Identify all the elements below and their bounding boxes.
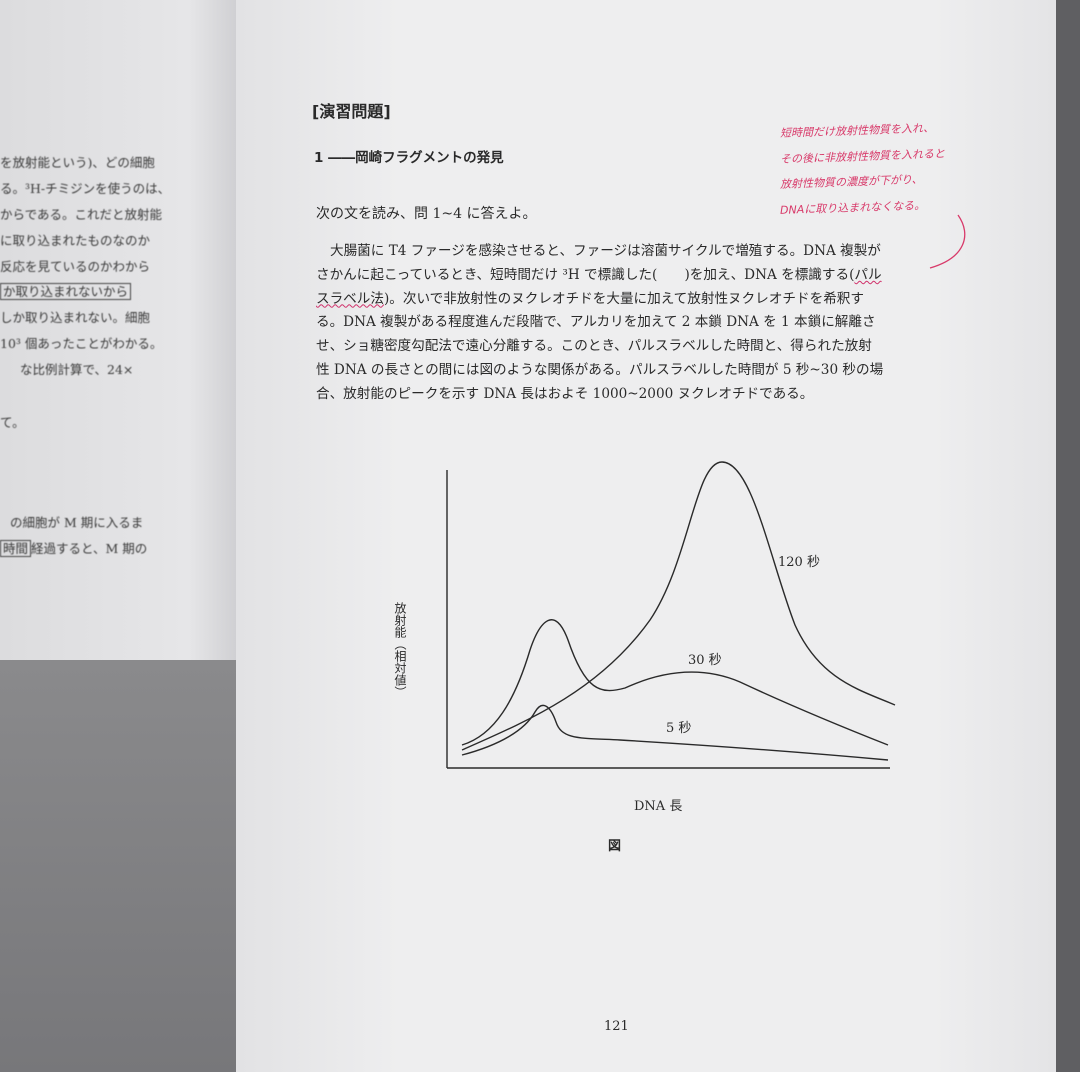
- paragraph-line: 性 DNA の長さとの間には図のような関係がある。パルスラベルした時間が 5 秒…: [316, 361, 884, 378]
- curve-120s: [461, 461, 896, 751]
- left-text-line: しか取り込まれない。細胞: [0, 310, 151, 325]
- question-paragraph: 大腸菌に T4 ファージを感染させると、ファージは溶菌サイクルで増殖する。DNA…: [316, 240, 916, 407]
- left-page: を放射能という)、どの細胞 る。³H-チミジンを使うのは、 からである。これだと…: [0, 0, 236, 1072]
- highlighted-term: スラベル法: [316, 290, 384, 307]
- left-text-line: の細胞が M 期に入るま: [10, 515, 144, 530]
- series-label-30s: 30 秒: [688, 653, 722, 668]
- section-heading: [演習問題]: [312, 102, 391, 121]
- question-title: 1 ――岡崎フラグメントの発見: [314, 150, 504, 166]
- left-text-boxed: か取り込まれないから: [0, 283, 132, 300]
- series-label-120s: 120 秒: [778, 555, 820, 570]
- x-axis-label: DNA 長: [634, 799, 682, 814]
- paragraph-line: る。DNA 複製がある程度進んだ段階で、アルカリを加えて 2 本鎖 DNA を …: [316, 314, 876, 331]
- left-text-line: る。³H-チミジンを使うのは、: [0, 181, 171, 196]
- left-text-line: な比例計算で、24×: [20, 362, 134, 377]
- left-text-line: を放射能という)、どの細胞: [0, 155, 155, 170]
- hand-shadow: [0, 660, 236, 1072]
- instruction: 次の文を読み、問 1~4 に答えよ。: [316, 206, 537, 222]
- highlighted-term: パル: [854, 266, 882, 283]
- left-text-line: 経過すると、M 期の: [31, 541, 148, 556]
- paragraph-line: 。次いで非放射性のヌクレオチドを大量に加えて放射性ヌクレオチドを希釈す: [389, 290, 864, 307]
- series-label-5s: 5 秒: [666, 721, 691, 736]
- page-number: 121: [604, 1019, 629, 1034]
- paragraph-line: 合、放射能のピークを示す DNA 長はおよそ 1000~2000 ヌクレオチドで…: [316, 385, 814, 402]
- y-axis-label: 放射能（相対値）: [393, 601, 407, 698]
- left-text-line: からである。これだと放射能: [0, 207, 163, 222]
- left-text-boxed: 時間: [0, 540, 32, 557]
- left-text-line: 反応を見ているのかわから: [0, 259, 151, 274]
- page-edge: [1056, 0, 1080, 1072]
- left-text-line: て。: [0, 415, 25, 430]
- left-text-line: に取り込まれたものなのか: [0, 233, 151, 248]
- paragraph-line: せ、ショ糖密度勾配法で遠心分離する。このとき、パルスラベルした時間と、得られた放…: [316, 338, 872, 355]
- left-text-line: 10³ 個あったことがわかる。: [0, 336, 163, 351]
- right-page: [236, 0, 1056, 1072]
- paragraph-line: 大腸菌に T4 ファージを感染させると、ファージは溶菌サイクルで増殖する。DNA…: [330, 243, 881, 259]
- paragraph-line: さかんに起こっているとき、短時間だけ ³H で標識した( )を加え、DNA を標…: [316, 266, 850, 283]
- figure-caption: 図: [608, 839, 621, 854]
- annotation-bracket: [929, 214, 966, 269]
- curve-5s: [461, 704, 889, 761]
- curve-30s: [461, 619, 889, 746]
